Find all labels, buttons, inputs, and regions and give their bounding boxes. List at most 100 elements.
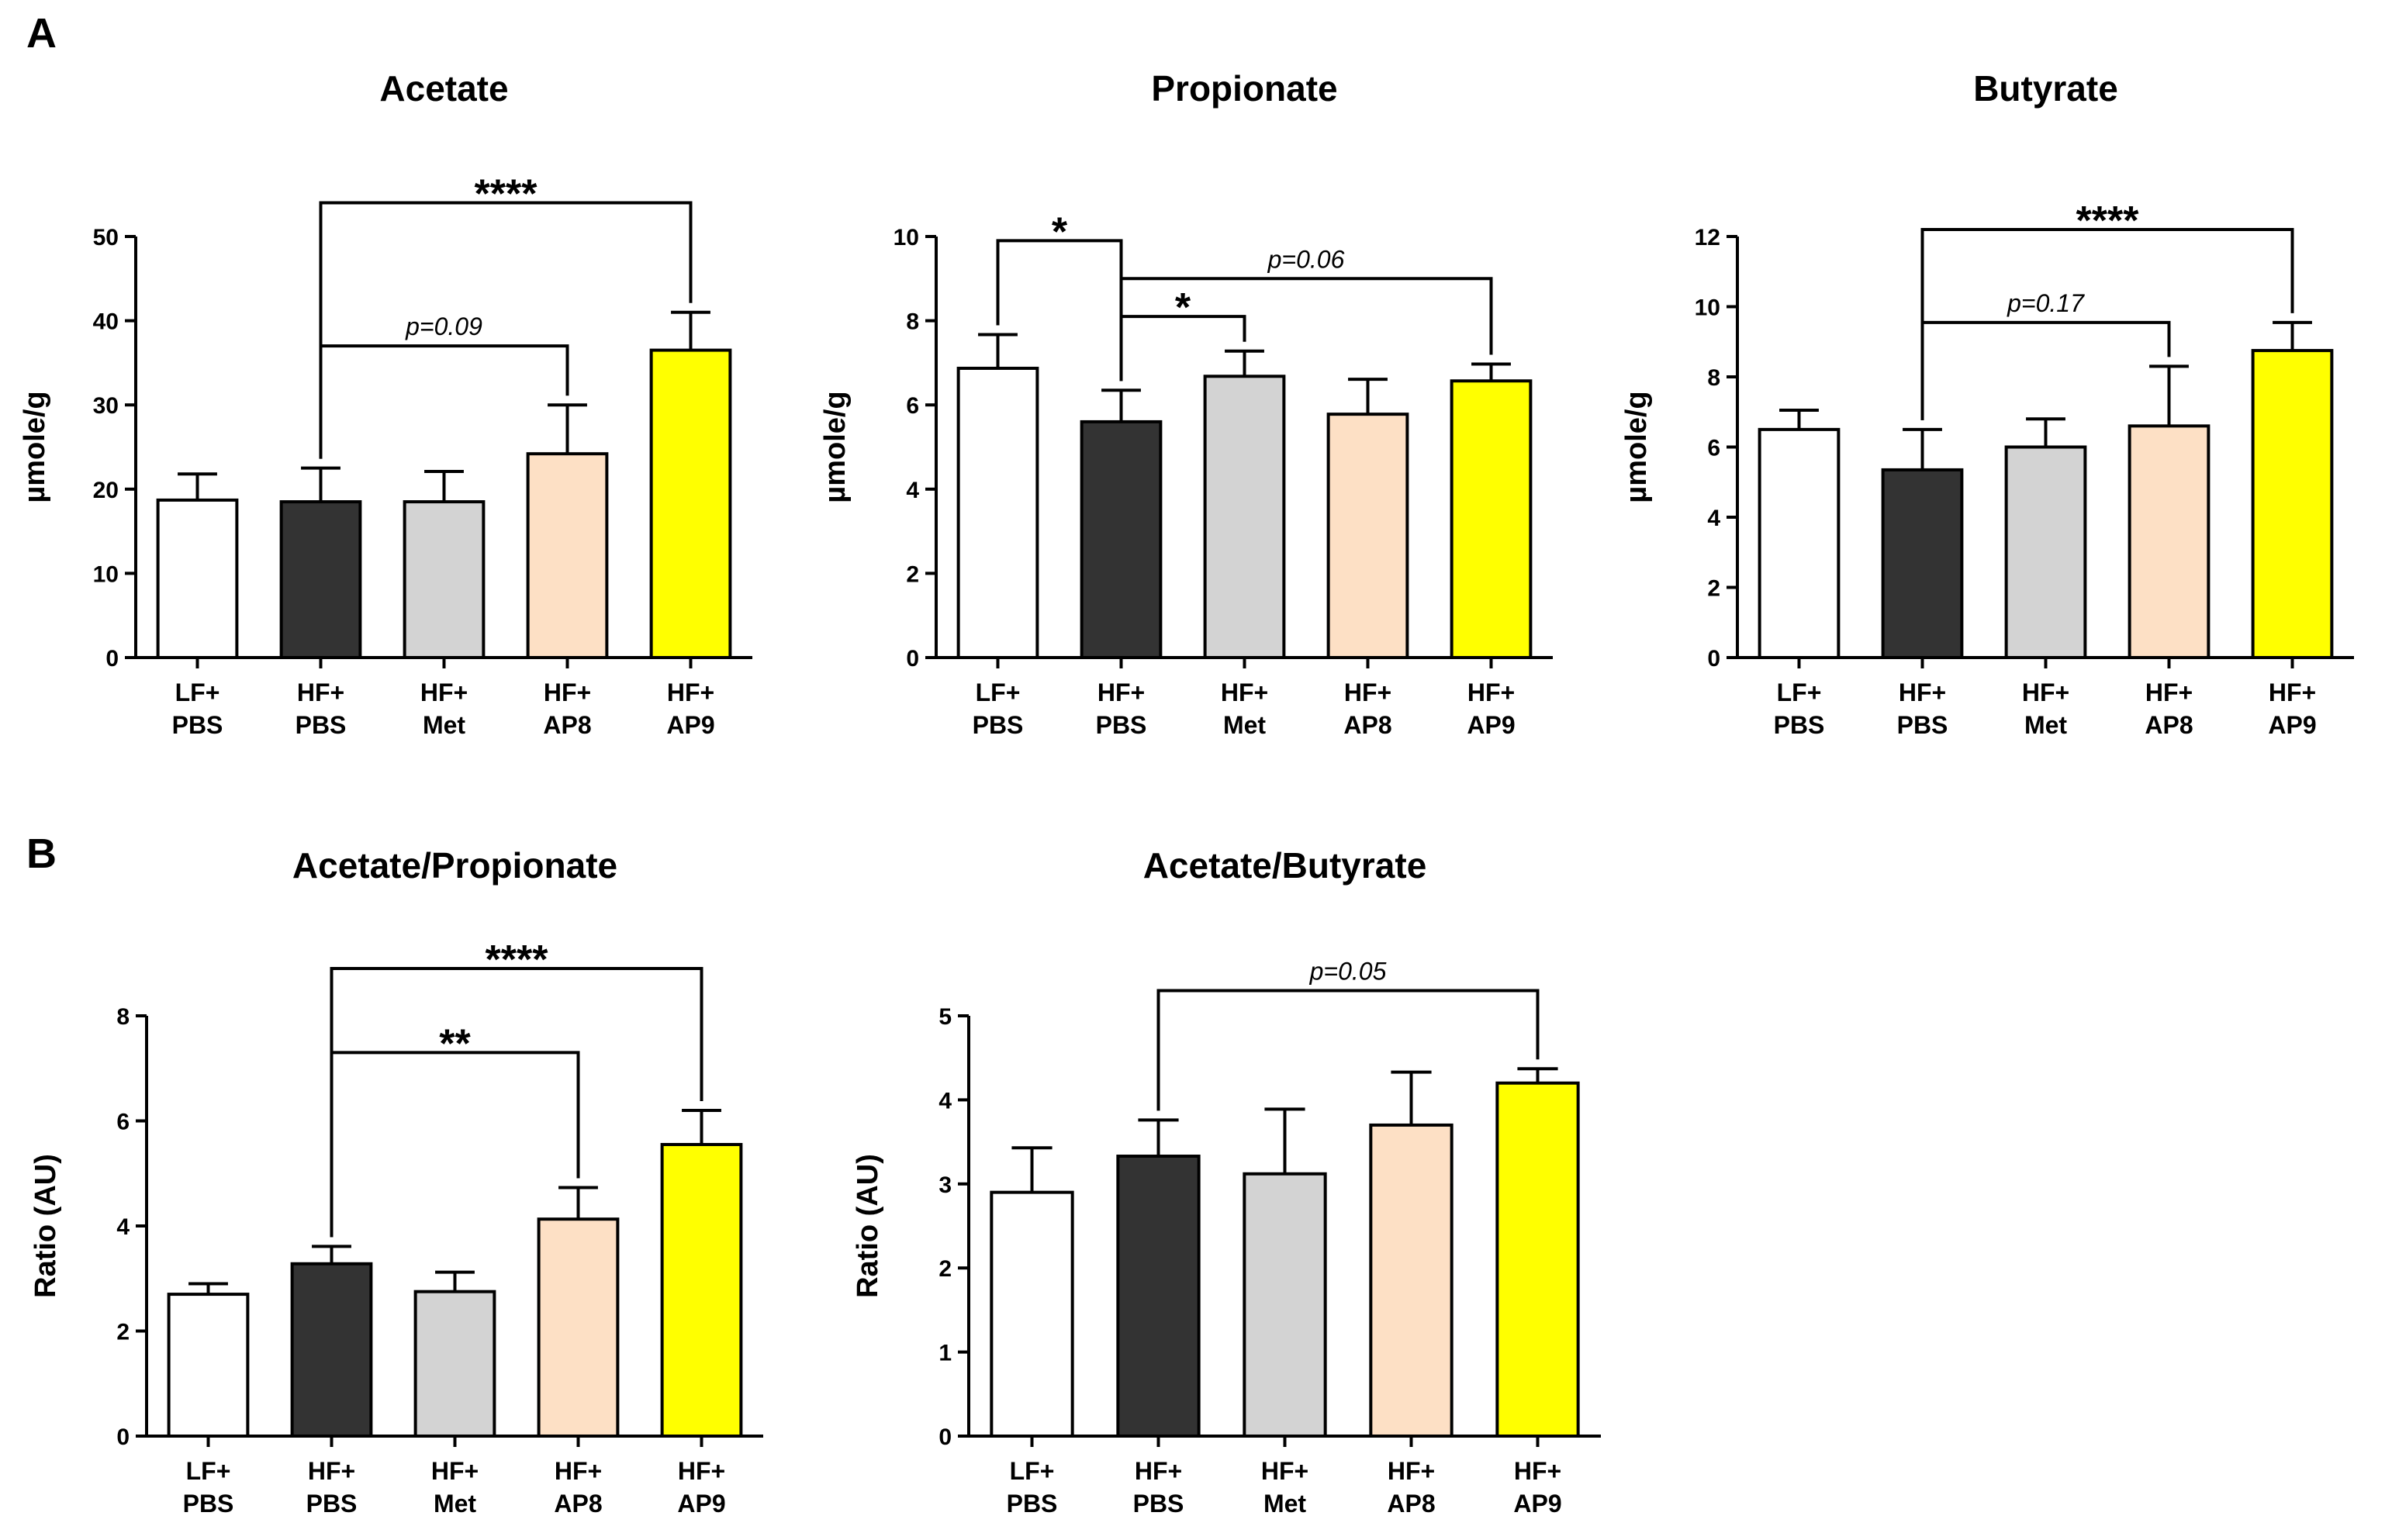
significance-label: p=0.05 [1309,957,1387,985]
x-tick-label: HF+ [2145,678,2193,706]
y-tick-label: 8 [1707,365,1720,391]
y-tick-label: 6 [1707,436,1720,461]
y-tick-label: 6 [906,393,919,419]
x-tick-label: AP8 [1387,1490,1435,1518]
significance-bracket [1119,315,1246,382]
y-tick-label: 30 [93,393,119,419]
y-tick-label: 8 [116,1004,130,1030]
significance-label: * [1175,285,1191,330]
x-tick-label: AP8 [2145,711,2193,739]
x-tick-label: HF+ [2022,678,2069,706]
panel-label-b: B [26,830,57,877]
x-tick-label: AP8 [1343,711,1391,739]
x-tick-label: HF+ [678,1457,725,1485]
x-tick-label: PBS [973,711,1024,739]
x-tick-label: HF+ [297,678,344,706]
y-tick-label: 3 [938,1172,952,1198]
bar-hf-pbs [290,1262,373,1438]
chart-title: Acetate/Butyrate [1143,845,1427,886]
x-tick-label: AP8 [554,1490,602,1518]
significance-bracket [319,344,569,459]
y-tick-label: 40 [93,309,119,335]
y-tick-label: 8 [906,309,919,335]
x-tick-label: HF+ [1899,678,1946,706]
y-tick-label: 2 [1707,576,1720,602]
bar-hf-ap8 [1326,413,1409,659]
x-tick-label: AP9 [2268,711,2316,739]
bar-hf-pbs [1080,420,1163,659]
significance-label: p=0.09 [405,312,482,340]
bar-hf-ap8 [1369,1123,1454,1438]
significance-label: **** [2076,199,2140,243]
x-tick-label: PBS [1897,711,1948,739]
bar-hf-ap9 [1450,379,1533,659]
x-tick-label: Met [1223,711,1266,739]
significance-bracket [319,201,693,459]
y-axis-label: Ratio (AU) [852,1154,884,1298]
x-tick-label: LF+ [1010,1457,1055,1485]
y-tick-label: 1 [938,1341,952,1366]
y-axis-label: µmole/g [1620,391,1653,502]
y-tick-label: 4 [906,478,919,503]
bar-hf-pbs [279,500,362,660]
x-tick-label: PBS [1133,1490,1184,1518]
x-tick-label: LF+ [1777,678,1822,706]
significance-label: p=0.06 [1267,245,1345,273]
x-tick-label: HF+ [1467,678,1515,706]
x-tick-label: AP9 [677,1490,725,1518]
bar-hf-met [403,500,486,660]
x-tick-label: HF+ [1388,1457,1435,1485]
y-tick-label: 10 [894,225,919,250]
y-tick-label: 0 [938,1424,952,1450]
bar-hf-ap8 [2128,424,2211,659]
y-tick-label: 2 [906,561,919,587]
x-tick-label: HF+ [431,1457,479,1485]
x-tick-label: PBS [1096,711,1147,739]
bar-hf-ap9 [1495,1081,1580,1438]
x-tick-label: PBS [1007,1490,1058,1518]
x-tick-label: LF+ [175,678,220,706]
significance-label: p=0.17 [2007,289,2085,317]
y-tick-label: 20 [93,478,119,503]
y-axis-label: µmole/g [19,391,51,502]
x-tick-label: HF+ [555,1457,602,1485]
bar-hf-met [1243,1172,1327,1438]
x-tick-label: HF+ [667,678,714,706]
y-axis-label: µmole/g [819,391,852,502]
chart-title: Butyrate [1973,68,2118,109]
bar-hf-ap8 [526,452,609,659]
x-tick-label: HF+ [420,678,468,706]
x-tick-label: HF+ [1135,1457,1182,1485]
y-tick-label: 2 [938,1256,952,1282]
significance-bracket [330,1051,580,1238]
x-tick-label: PBS [306,1490,358,1518]
y-tick-label: 0 [1707,646,1720,672]
y-tick-label: 6 [116,1110,130,1135]
x-tick-label: HF+ [544,678,591,706]
y-axis-label: Ratio (AU) [29,1154,62,1298]
x-tick-label: HF+ [1221,678,1268,706]
x-tick-label: LF+ [976,678,1021,706]
bar-hf-pbs [1881,468,1964,659]
x-tick-label: HF+ [1514,1457,1561,1485]
significance-bracket [1156,989,1540,1111]
x-tick-label: HF+ [308,1457,355,1485]
x-tick-label: PBS [183,1490,234,1518]
x-tick-label: LF+ [186,1457,231,1485]
x-tick-label: AP9 [1467,711,1515,739]
x-tick-label: Met [1263,1490,1306,1518]
x-tick-label: AP9 [1513,1490,1561,1518]
y-tick-label: 10 [1695,295,1720,321]
x-tick-label: PBS [172,711,223,739]
y-tick-label: 4 [1707,506,1720,531]
significance-label: * [1052,209,1068,254]
x-tick-label: HF+ [1344,678,1391,706]
y-tick-label: 2 [116,1320,130,1345]
x-tick-label: Met [434,1490,476,1518]
x-tick-label: AP8 [543,711,591,739]
y-tick-label: 12 [1695,225,1720,250]
